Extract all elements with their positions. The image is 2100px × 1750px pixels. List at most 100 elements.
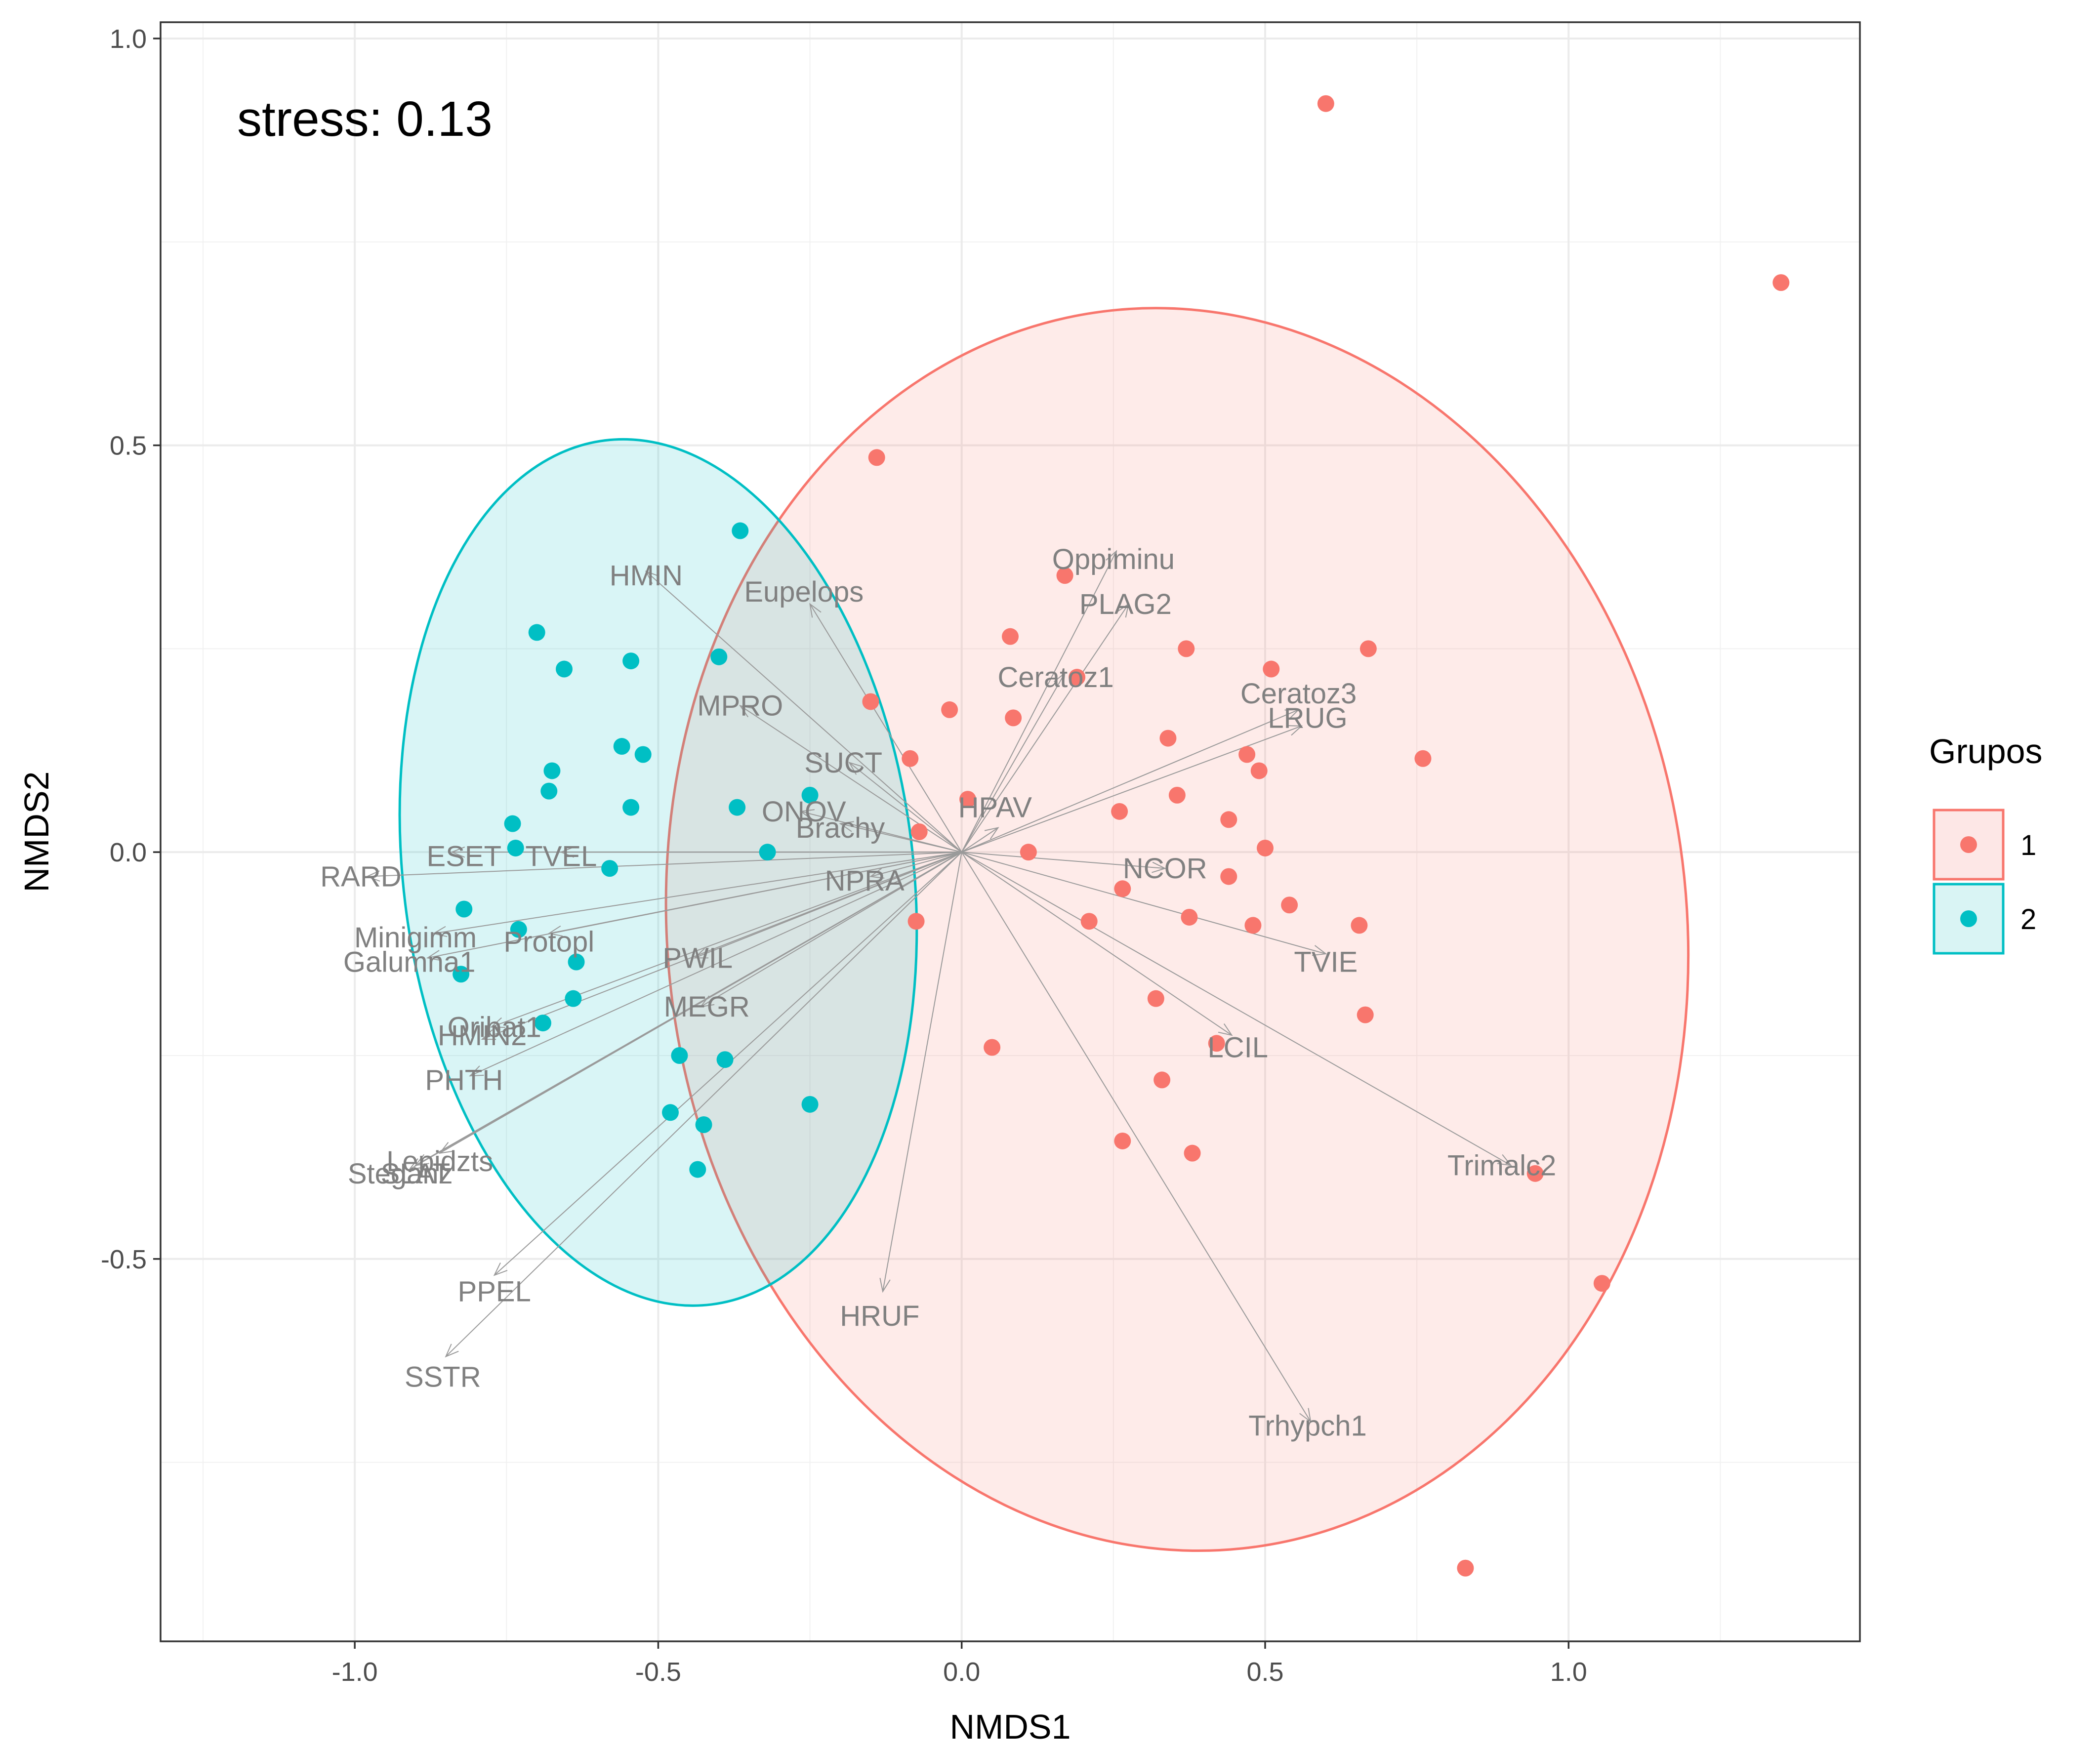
point-group-1 bbox=[1317, 95, 1334, 112]
y-axis-title: NMDS2 bbox=[17, 771, 56, 892]
ellipse-group-2 bbox=[398, 438, 918, 1307]
point-group-2 bbox=[689, 1161, 706, 1178]
species-label: LCIL bbox=[1207, 1032, 1268, 1064]
vector-arrowhead bbox=[445, 1343, 459, 1358]
point-group-2 bbox=[540, 782, 558, 800]
vector-arrowhead bbox=[438, 1142, 453, 1154]
point-group-1 bbox=[1168, 786, 1186, 804]
vector-arrowhead bbox=[1106, 550, 1117, 565]
point-group-1 bbox=[902, 750, 919, 767]
point-group-1 bbox=[1772, 274, 1790, 291]
point-group-2 bbox=[504, 815, 521, 832]
vector-arrowhead bbox=[560, 846, 575, 858]
point-group-1 bbox=[868, 449, 885, 466]
point-group-2 bbox=[528, 624, 545, 641]
vector-line bbox=[482, 852, 962, 1040]
point-group-1 bbox=[1257, 839, 1274, 856]
point-group-2 bbox=[801, 786, 819, 804]
vector-arrowhead bbox=[1218, 1023, 1233, 1036]
vector-arrowhead bbox=[1284, 709, 1300, 720]
vector-line bbox=[427, 852, 962, 959]
species-label: HPAV bbox=[958, 792, 1032, 824]
vector-arrow bbox=[961, 852, 1312, 1423]
point-group-1 bbox=[941, 701, 958, 718]
panel-border bbox=[160, 21, 1861, 1642]
point-group-1 bbox=[1526, 1165, 1544, 1182]
vector-arrowhead bbox=[809, 603, 822, 618]
point-group-2 bbox=[732, 522, 749, 539]
vector-arrowhead bbox=[1053, 672, 1066, 687]
species-label: Ceratoz3 bbox=[1240, 678, 1357, 710]
point-group-2 bbox=[716, 1051, 734, 1068]
point-group-1 bbox=[1593, 1275, 1610, 1292]
point-group-1 bbox=[1357, 1006, 1374, 1023]
legend-key-point bbox=[1960, 910, 1977, 927]
species-label: Trimalc2 bbox=[1447, 1149, 1556, 1181]
species-label: Lepidzts bbox=[386, 1145, 493, 1178]
vector-line bbox=[840, 823, 962, 853]
species-label: ESET bbox=[427, 840, 502, 872]
vector-arrow bbox=[869, 852, 962, 879]
point-group-1 bbox=[1351, 917, 1368, 934]
vector-arrow bbox=[961, 827, 999, 853]
point-group-1 bbox=[1114, 880, 1131, 897]
species-label: Oribat1 bbox=[448, 1011, 541, 1043]
vector-line bbox=[882, 852, 962, 1292]
vector-arrowhead bbox=[432, 926, 448, 937]
point-group-2 bbox=[613, 738, 630, 755]
species-label: ONOV bbox=[762, 796, 846, 828]
point-group-1 bbox=[1020, 844, 1037, 861]
point-group-2 bbox=[453, 966, 470, 983]
point-group-2 bbox=[801, 1096, 819, 1113]
vector-line bbox=[809, 604, 962, 853]
vector-arrow bbox=[961, 852, 1512, 1166]
point-group-2 bbox=[662, 1104, 679, 1121]
vector-line bbox=[700, 852, 962, 1008]
y-tick-label: 0.0 bbox=[110, 838, 147, 867]
vector-arrowhead bbox=[490, 1017, 505, 1028]
point-group-1 bbox=[1005, 709, 1022, 727]
point-group-2 bbox=[543, 762, 561, 779]
point-group-2 bbox=[695, 1116, 712, 1134]
vector-arrowhead bbox=[414, 1154, 429, 1166]
species-label: HRUF bbox=[840, 1300, 919, 1332]
vector-arrowhead bbox=[493, 1262, 508, 1276]
x-tick-label: 0.0 bbox=[943, 1657, 980, 1687]
vector-arrow bbox=[426, 852, 962, 961]
species-label: NCOR bbox=[1123, 853, 1207, 885]
group-ellipses bbox=[398, 307, 1690, 1552]
vector-arrowhead bbox=[879, 1278, 891, 1293]
point-group-1 bbox=[1457, 1559, 1474, 1577]
ellipse-group-1 bbox=[664, 307, 1690, 1552]
vector-arrow bbox=[809, 603, 962, 853]
vector-arrow bbox=[961, 550, 1117, 853]
point-group-1 bbox=[1263, 660, 1280, 678]
point-group-2 bbox=[455, 900, 473, 918]
x-axis: -1.0 -0.5 0.0 0.5 1.0 bbox=[332, 1641, 1587, 1687]
point-group-1 bbox=[1250, 762, 1268, 779]
species-label: PWIL bbox=[662, 942, 733, 974]
legend-key-1 bbox=[1933, 809, 2005, 881]
species-label: Oppiminu bbox=[1052, 543, 1175, 575]
point-group-1 bbox=[984, 1039, 1001, 1056]
point-group-2 bbox=[556, 660, 573, 678]
vector-arrow bbox=[366, 852, 962, 882]
vector-line bbox=[961, 852, 1232, 1036]
vector-arrowhead bbox=[366, 870, 380, 882]
species-label: Brachy bbox=[796, 812, 885, 844]
species-label: MEGR bbox=[664, 991, 750, 1023]
point-group-1 bbox=[1181, 908, 1198, 926]
vector-arrow bbox=[481, 852, 962, 1040]
vector-line bbox=[961, 673, 1066, 853]
species-label: TVIE bbox=[1294, 946, 1358, 978]
point-group-1 bbox=[1281, 896, 1298, 914]
point-group-2 bbox=[535, 1015, 551, 1032]
legend: Grupos 1 2 bbox=[1929, 732, 2043, 955]
species-label: MPRO bbox=[697, 690, 783, 722]
point-group-1 bbox=[1080, 913, 1098, 930]
vector-line bbox=[961, 852, 1165, 869]
vector-line bbox=[961, 709, 1299, 853]
x-tick-label: 1.0 bbox=[1550, 1657, 1587, 1687]
point-group-1 bbox=[907, 913, 925, 930]
